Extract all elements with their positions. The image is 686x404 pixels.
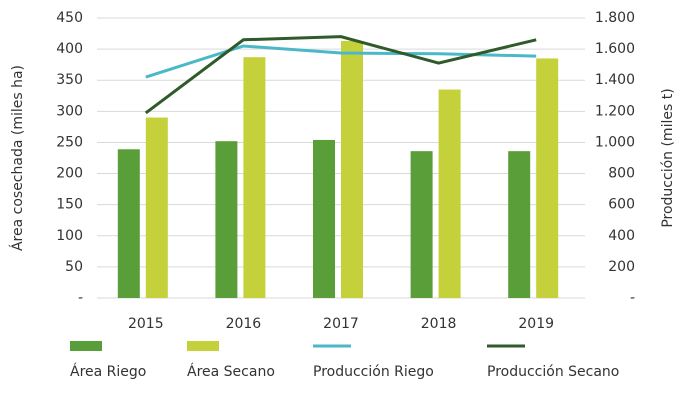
- legend-swatch: [70, 341, 102, 351]
- legend-label: Producción Secano: [487, 364, 619, 380]
- y2-axis-label: Producción (miles t): [660, 88, 676, 227]
- y2-tick-label: 1.200: [595, 103, 635, 119]
- y2-tick-label: 400: [608, 228, 635, 244]
- legend-swatch: [187, 341, 219, 351]
- bar: [313, 139, 335, 298]
- y-axis-label: Área cosechada (miles ha): [9, 65, 26, 251]
- y2-tick-label: -: [630, 290, 635, 306]
- bar: [243, 57, 266, 299]
- bar: [438, 89, 461, 298]
- y-tick-label: 150: [56, 197, 83, 213]
- y2-tick-label: 1.600: [595, 41, 635, 57]
- x-tick-label: 2017: [323, 316, 359, 332]
- y2-tick-label: 600: [608, 197, 635, 213]
- y2-tick-label: 200: [608, 259, 635, 275]
- y-tick-label: 250: [56, 134, 83, 150]
- line: [144, 35, 537, 115]
- bar: [508, 151, 531, 298]
- y-tick-label: 450: [56, 10, 83, 26]
- bar: [341, 41, 363, 299]
- y-tick-label: 300: [56, 103, 83, 119]
- legend-label: Área Riego: [70, 363, 146, 380]
- y-tick-label: -: [78, 290, 83, 306]
- bar: [215, 141, 238, 298]
- y2-tick-label: 1.400: [595, 72, 635, 88]
- x-tick-label: 2015: [128, 316, 164, 332]
- bar: [117, 149, 140, 298]
- y2-tick-label: 1.000: [595, 134, 635, 150]
- y-tick-label: 400: [56, 41, 83, 57]
- bar: [410, 151, 433, 298]
- bar: [145, 117, 168, 298]
- x-tick-label: 2018: [421, 316, 457, 332]
- x-tick-label: 2016: [226, 316, 262, 332]
- legend-label: Producción Riego: [313, 364, 434, 380]
- y2-tick-label: 1.800: [595, 10, 635, 26]
- legend-label: Área Secano: [187, 363, 275, 380]
- y-tick-label: 350: [56, 72, 83, 88]
- y2-tick-label: 800: [608, 166, 635, 182]
- y-tick-label: 50: [65, 259, 83, 275]
- x-tick-label: 2019: [518, 316, 554, 332]
- bar: [536, 58, 559, 298]
- y-tick-label: 200: [56, 166, 83, 182]
- y-tick-label: 100: [56, 228, 83, 244]
